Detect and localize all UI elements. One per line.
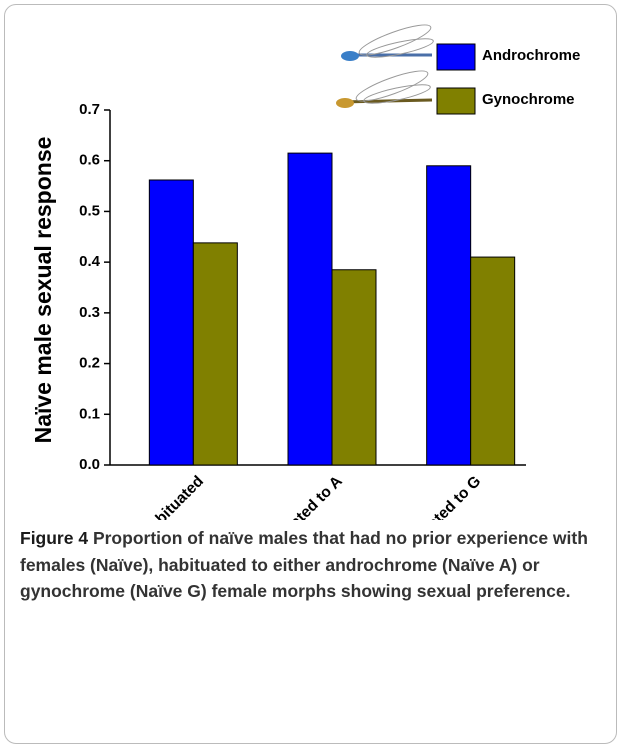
legend-label: Gynochrome: [482, 91, 575, 108]
legend-label: Androchrome: [482, 47, 580, 64]
dragonfly-blue: [341, 24, 434, 61]
y-tick-label: 0.3: [79, 304, 100, 321]
bar: [148, 179, 194, 466]
bar: [331, 269, 377, 466]
y-axis-label: Naïve male sexual response: [30, 137, 56, 444]
y-tick-label: 0.1: [79, 405, 100, 422]
x-tick-label: Naïve habituated to A: [222, 473, 346, 520]
y-tick-label: 0.6: [79, 152, 100, 169]
y-tick-label: 0.5: [79, 202, 100, 219]
x-tick-label: Naïve not habituated: [87, 473, 207, 520]
y-tick-label: 0.7: [79, 101, 100, 118]
bar: [287, 152, 333, 466]
y-tick-label: 0.0: [79, 456, 100, 473]
y-tick-label: 0.2: [79, 355, 100, 372]
bar: [470, 256, 516, 466]
caption: Figure 4 Proportion of naïve males that …: [20, 525, 600, 605]
chart: Naïve male sexual response 0.0 0.1 0.2 0.3 0…: [30, 24, 580, 520]
legend-swatch: [436, 43, 476, 71]
legend-swatch: [436, 87, 476, 115]
bar: [426, 165, 472, 466]
y-tick-label: 0.4: [79, 253, 101, 270]
figure-frame: [4, 4, 617, 744]
bar: [192, 242, 238, 466]
dragonfly-orange: [336, 70, 433, 108]
caption-text: Proportion of naïve males that had no pr…: [20, 528, 588, 601]
caption-label: Figure 4: [20, 528, 89, 548]
x-tick-label: Naïve habituated to G: [360, 473, 485, 520]
